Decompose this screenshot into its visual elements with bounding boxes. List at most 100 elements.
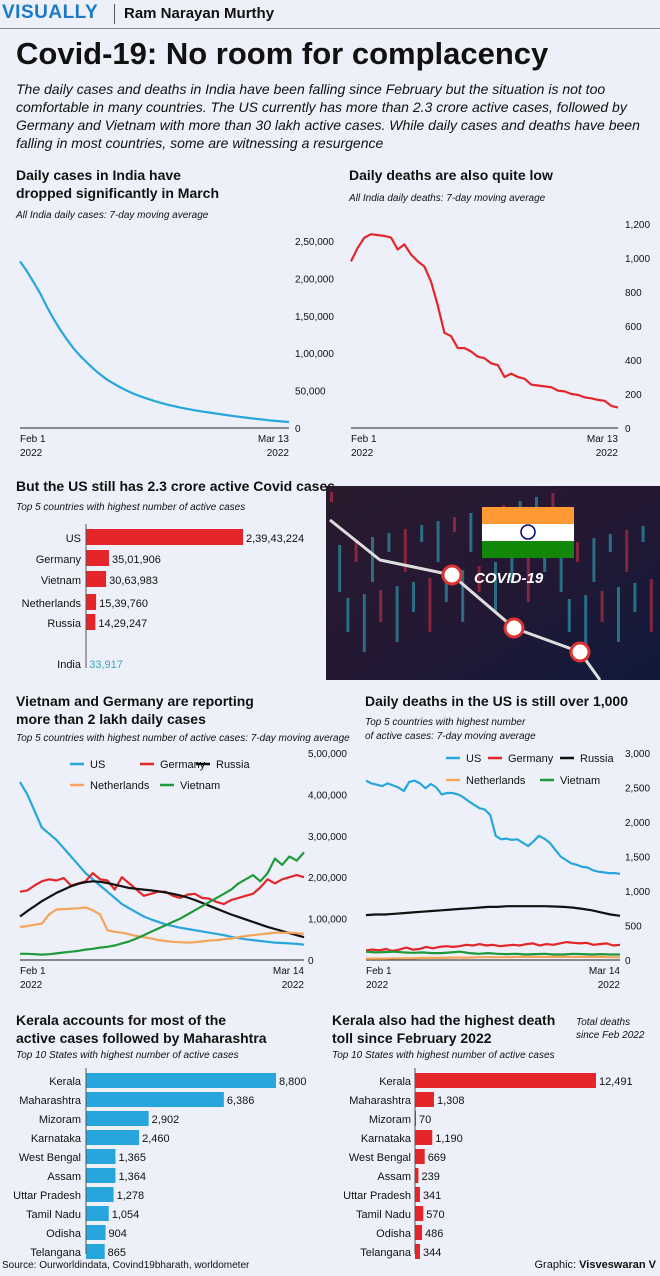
country_deaths-x-tick-label: 2022 (366, 980, 389, 991)
country_cases-legend-label: Netherlands (90, 780, 150, 792)
india_cases-y-tick-label: 2,50,000 (295, 237, 334, 248)
kerala_deaths-bar (415, 1187, 420, 1202)
country_cases-x-tick-label: Feb 1 (20, 966, 46, 977)
kerala-active-title-line1: Kerala accounts for most of the (16, 1012, 227, 1028)
covid-image-candle (649, 579, 653, 632)
country_deaths-x-tick-label: Feb 1 (366, 966, 392, 977)
kerala-deaths-title: Kerala also had the highest death toll s… (332, 1011, 555, 1047)
kerala_deaths-category-label: Mizoram (369, 1114, 411, 1126)
covid-image-candle (633, 583, 637, 612)
kerala_deaths-category-label: Kerala (379, 1076, 412, 1088)
country-cases-title-line1: Vietnam and Germany are reporting (16, 693, 254, 709)
kerala_active-category-label: Maharashtra (19, 1095, 82, 1107)
active_countries-bar (86, 594, 97, 610)
covid-image-candle (444, 574, 448, 602)
india_cases-y-tick-label: 50,000 (295, 387, 326, 398)
country_cases-series-vietnam (20, 851, 305, 956)
kerala_deaths-value-label: 1,308 (437, 1095, 465, 1107)
country_deaths-y-tick-label: 3,000 (625, 749, 650, 760)
country-cases-subtitle: Top 5 countries with highest number of a… (16, 733, 350, 744)
active_countries-bar (86, 529, 243, 545)
kerala_active-bar (86, 1206, 109, 1221)
covid-image-marker (441, 564, 463, 586)
kerala_active-value-label: 8,800 (279, 1076, 307, 1088)
kerala_active-value-label: 1,364 (118, 1171, 146, 1183)
india-deaths-title: Daily deaths are also quite low (349, 167, 553, 183)
kerala_active-category-label: Mizoram (39, 1114, 81, 1126)
country_deaths-y-tick-label: 1,000 (625, 887, 650, 898)
active-cases-title: But the US still has 2.3 crore active Co… (16, 478, 336, 494)
india_deaths-x-tick-label: Feb 1 (351, 434, 377, 445)
country_cases-series-russia (19, 880, 305, 939)
kerala_deaths-bar (415, 1092, 434, 1107)
country-cases-title-line2: more than 2 lakh daily cases (16, 711, 206, 727)
country_deaths-x-tick-label: 2022 (598, 980, 621, 991)
graphic-credit-label: Graphic: (534, 1259, 577, 1271)
kerala_active-bar (86, 1168, 116, 1183)
kerala_deaths-bar (415, 1073, 596, 1088)
india_deaths-y-tick-label: 800 (625, 288, 642, 299)
india_deaths-y-tick-label: 400 (625, 356, 642, 367)
graphic-credit: Graphic: Visveswaran V (535, 1259, 657, 1271)
active_countries-category-label: India (57, 659, 82, 671)
kerala_active-bar (86, 1130, 140, 1145)
active_countries-bar (86, 571, 107, 587)
covid-image-candle (469, 513, 473, 552)
covid-image-candle (412, 582, 415, 612)
kerala_deaths-category-label: Maharashtra (349, 1095, 412, 1107)
kerala_active-value-label: 1,278 (117, 1190, 145, 1202)
covid-image-candle (354, 541, 358, 562)
covid-image-candle (379, 590, 383, 622)
kerala_active-bar (86, 1073, 276, 1088)
kerala_deaths-bar (415, 1206, 424, 1221)
kerala-deaths-note: Total deaths since Feb 2022 (576, 1016, 644, 1042)
country_cases-series-germany (19, 871, 305, 906)
page-title: Covid-19: No room for complacency (16, 36, 549, 71)
kerala_deaths-bar (415, 1168, 419, 1183)
india_cases-x-tick-label: Feb 1 (20, 434, 46, 445)
country_cases-series-netherlands (19, 906, 305, 944)
covid-image-candle (395, 586, 399, 642)
kerala-deaths-title-line1: Kerala also had the highest death (332, 1012, 556, 1028)
country-deaths-title: Daily deaths in the US is still over 1,0… (365, 693, 628, 709)
kerala-active-title: Kerala accounts for most of the active c… (16, 1011, 267, 1047)
country_deaths-y-tick-label: 2,000 (625, 818, 650, 829)
kerala_deaths-bar (415, 1149, 425, 1164)
country_deaths-legend-label: Vietnam (560, 775, 600, 787)
india_cases-y-tick-label: 1,00,000 (295, 349, 334, 360)
covid-image-candle (617, 587, 620, 642)
kerala-deaths-title-line2: toll since February 2022 (332, 1030, 492, 1046)
kerala_deaths-bar (415, 1111, 417, 1126)
covid-image-candle (543, 550, 547, 572)
intro-text: The daily cases and deaths in India have… (16, 81, 640, 151)
kerala_deaths-value-label: 570 (426, 1209, 444, 1221)
india-flag-icon (482, 507, 574, 558)
covid-image-candle (477, 566, 481, 592)
country_deaths-y-tick-label: 500 (625, 922, 642, 933)
kerala_active-value-label: 904 (109, 1228, 127, 1240)
kerala_active-category-label: Odisha (46, 1228, 82, 1240)
author-name: Ram Narayan Murthy (124, 5, 275, 22)
kerala-deaths-note-line1: Total deaths (576, 1017, 631, 1028)
kerala_deaths-category-label: Telangana (360, 1247, 412, 1259)
kerala_active-category-label: Uttar Pradesh (13, 1190, 81, 1202)
kerala-deaths-subtitle: Top 10 States with highest number of act… (332, 1050, 555, 1061)
covid-image-candle (641, 526, 645, 542)
covid-image-candle (567, 599, 571, 632)
active_countries-value-label: 15,39,760 (99, 598, 148, 610)
active_countries-bar (86, 614, 96, 630)
country_cases-y-tick-label: 4,00,000 (308, 790, 347, 801)
india_cases-x-tick-label: Mar 13 (258, 434, 290, 445)
country_cases-legend-label: Vietnam (180, 780, 220, 792)
country-cases-title: Vietnam and Germany are reporting more t… (16, 692, 254, 728)
country_cases-x-tick-label: 2022 (20, 980, 43, 991)
active_countries-value-label: 33,917 (89, 659, 123, 671)
india_deaths-y-tick-label: 1,200 (625, 220, 650, 231)
active_countries-value-label: 30,63,983 (109, 575, 158, 587)
india-deaths-subtitle: All India daily deaths: 7-day moving ave… (349, 193, 546, 204)
active_countries-category-label: Netherlands (22, 598, 82, 610)
country_deaths-series-us (365, 779, 621, 875)
country_cases-y-tick-label: 3,00,000 (308, 832, 347, 843)
kerala_deaths-bar (415, 1225, 423, 1240)
covid-image-candle (338, 545, 342, 592)
